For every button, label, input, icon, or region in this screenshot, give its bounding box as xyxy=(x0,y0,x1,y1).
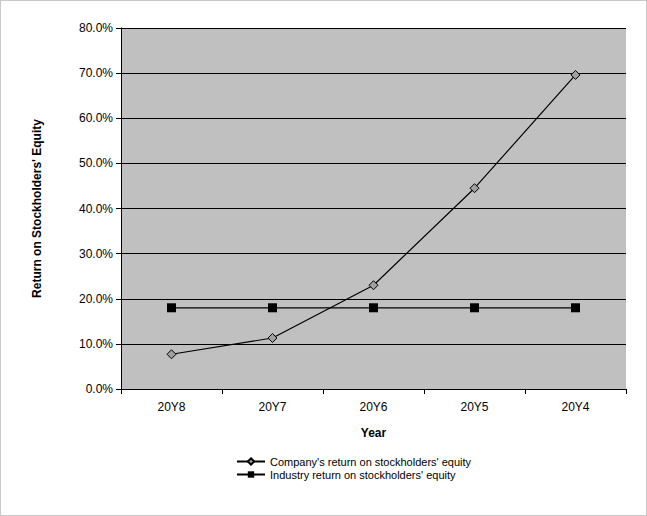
svg-text:30.0%: 30.0% xyxy=(79,247,113,261)
svg-text:Industry return on stockholder: Industry return on stockholders' equity xyxy=(270,469,456,481)
svg-text:20Y4: 20Y4 xyxy=(561,400,589,414)
svg-text:80.0%: 80.0% xyxy=(79,21,113,35)
svg-text:40.0%: 40.0% xyxy=(79,202,113,216)
svg-text:20Y7: 20Y7 xyxy=(258,400,286,414)
svg-text:70.0%: 70.0% xyxy=(79,66,113,80)
svg-text:0.0%: 0.0% xyxy=(86,382,114,396)
svg-text:Company's return on stockholde: Company's return on stockholders' equity xyxy=(270,456,472,468)
svg-text:10.0%: 10.0% xyxy=(79,337,113,351)
svg-text:20.0%: 20.0% xyxy=(79,292,113,306)
svg-text:60.0%: 60.0% xyxy=(79,111,113,125)
svg-text:Year: Year xyxy=(361,426,387,440)
svg-text:20Y6: 20Y6 xyxy=(359,400,387,414)
svg-text:20Y5: 20Y5 xyxy=(460,400,488,414)
svg-text:50.0%: 50.0% xyxy=(79,156,113,170)
svg-text:Return on Stockholders' Equity: Return on Stockholders' Equity xyxy=(30,119,44,298)
svg-text:20Y8: 20Y8 xyxy=(157,400,185,414)
